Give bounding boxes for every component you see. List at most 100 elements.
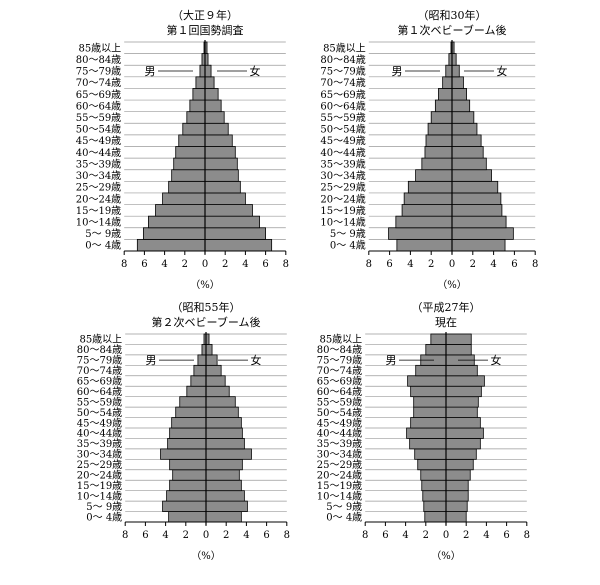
x-tick-label: 8 [122, 530, 128, 541]
age-label: 40〜44歳 [317, 428, 362, 440]
bar-female [205, 469, 240, 481]
bar-female [451, 204, 503, 217]
bar-male [142, 227, 206, 240]
x-tick-label: 6 [262, 259, 268, 270]
x-tick-label: 4 [483, 530, 489, 541]
bar-male [410, 417, 447, 429]
bar-female [451, 53, 457, 66]
x-tick-label: 4 [161, 259, 167, 270]
bar-female [445, 469, 471, 481]
x-tick-label: 4 [242, 259, 248, 270]
age-label: 20〜24歳 [317, 470, 362, 482]
bar-female [445, 417, 481, 429]
age-label: 40〜44歳 [320, 147, 365, 159]
bar-male [162, 500, 207, 512]
bar-female [445, 333, 472, 345]
age-label: 35〜39歳 [320, 158, 365, 170]
age-label: 5〜 9歳 [326, 501, 362, 513]
chart-title: （昭和30年） [418, 8, 487, 22]
bar-female [204, 122, 229, 136]
age-label: 30〜34歳 [77, 449, 122, 461]
chart-title: （大正９年） [172, 8, 238, 22]
age-label: 15〜19歳 [77, 480, 122, 492]
age-label: 65〜69歳 [317, 376, 362, 388]
x-tick-label: 0 [202, 259, 208, 270]
age-label: 50〜54歳 [76, 124, 121, 136]
x-tick-label: 4 [243, 530, 249, 541]
chart-subtitle: 現在 [435, 316, 457, 329]
x-tick-label: 8 [121, 259, 127, 270]
age-label: 10〜14歳 [77, 490, 122, 502]
bar-female [451, 146, 484, 159]
x-tick-label: 2 [463, 530, 469, 541]
bar-male [201, 344, 207, 356]
age-label: 70〜74歳 [320, 77, 365, 89]
chart-title: （昭和55年） [172, 300, 241, 314]
bar-male [427, 122, 453, 136]
bar-female [205, 438, 245, 450]
x-tick-label: 4 [162, 530, 168, 541]
bar-female [205, 417, 242, 429]
bar-male [424, 146, 453, 159]
male-label: 男 [392, 65, 403, 78]
age-label: 65〜69歳 [320, 89, 365, 101]
bar-male [403, 192, 453, 205]
x-tick-label: 0 [203, 530, 209, 541]
bar-male [175, 146, 206, 159]
age-label: 50〜54歳 [317, 407, 362, 419]
age-label: 35〜39歳 [76, 158, 121, 170]
x-tick-label: 2 [222, 259, 228, 270]
bar-female [451, 215, 507, 229]
x-tick-label: 8 [284, 530, 290, 541]
bar-female [445, 406, 478, 418]
age-label: 70〜74歳 [317, 365, 362, 377]
bar-male [167, 438, 207, 450]
bar-male [430, 333, 447, 345]
bar-male [414, 448, 447, 460]
age-label: 85歳以上 [79, 334, 122, 346]
bar-male [169, 427, 207, 439]
bar-female [451, 99, 471, 113]
bar-male [193, 364, 207, 377]
bar-male [442, 76, 453, 89]
age-label: 55〜59歳 [77, 396, 122, 408]
bar-female [205, 364, 222, 377]
age-label: 5〜 9歳 [86, 501, 122, 513]
bar-female [204, 157, 238, 171]
age-label: 10〜14歳 [76, 216, 121, 228]
bar-female [204, 76, 215, 89]
bar-male [415, 364, 447, 377]
bar-female [204, 111, 225, 124]
chart-subtitle: 第２次ベビーブーム後 [151, 315, 260, 329]
chart-subtitle: 第１回国勢調査 [167, 23, 244, 37]
bar-female [204, 215, 260, 229]
age-label: 25〜29歳 [77, 459, 122, 471]
bar-male [136, 238, 206, 252]
bar-male [407, 180, 453, 194]
age-label: 15〜19歳 [317, 480, 362, 492]
male-label: 男 [145, 65, 156, 78]
bar-male [425, 344, 447, 356]
x-tick-label: 6 [141, 259, 147, 270]
age-label: 35〜39歳 [77, 438, 122, 450]
bar-male [179, 396, 207, 408]
age-label: 0〜 4歳 [330, 240, 366, 252]
age-label: 10〜14歳 [320, 216, 365, 228]
age-label: 85歳以上 [323, 42, 366, 54]
age-label: 85歳以上 [319, 334, 362, 346]
bar-female [204, 238, 273, 252]
bar-female [204, 88, 219, 101]
x-tick-label: 4 [407, 259, 413, 270]
bar-female [445, 500, 468, 512]
bar-male [186, 385, 207, 398]
age-label: 20〜24歳 [320, 193, 365, 205]
bar-male [169, 479, 207, 492]
age-label: 0〜 4歳 [86, 511, 122, 523]
bar-male [186, 111, 206, 124]
x-tick-label: 6 [382, 530, 388, 541]
bar-male [421, 479, 447, 492]
bar-female [205, 375, 226, 387]
bar-male [423, 500, 447, 512]
